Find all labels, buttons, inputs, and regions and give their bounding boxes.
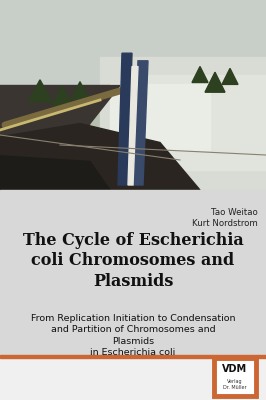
Polygon shape — [0, 86, 120, 190]
Bar — [100, 57, 266, 190]
Text: The Cycle of Escherichia
coli Chromosomes and
Plasmids: The Cycle of Escherichia coli Chromosome… — [23, 232, 243, 290]
Polygon shape — [192, 66, 208, 82]
Bar — [0, 190, 266, 355]
Polygon shape — [222, 68, 238, 84]
Bar — [0, 358, 266, 400]
Polygon shape — [52, 86, 72, 106]
Polygon shape — [133, 61, 148, 185]
Bar — [0, 0, 266, 190]
Text: Verlag
Dr. Müller: Verlag Dr. Müller — [223, 379, 247, 390]
Text: VDM: VDM — [222, 364, 248, 374]
Text: Tao Weitao: Tao Weitao — [211, 208, 258, 217]
Bar — [110, 84, 210, 150]
Text: Kurt Nordstrom: Kurt Nordstrom — [192, 219, 258, 228]
Polygon shape — [0, 124, 200, 190]
Text: From Replication Initiation to Condensation
and Partition of Chromosomes and
Pla: From Replication Initiation to Condensat… — [31, 314, 235, 357]
Polygon shape — [128, 66, 138, 185]
Bar — [120, 75, 266, 170]
Polygon shape — [118, 53, 132, 185]
Polygon shape — [205, 72, 225, 92]
Polygon shape — [71, 82, 89, 100]
Polygon shape — [28, 80, 52, 102]
Polygon shape — [0, 156, 110, 190]
Bar — [0, 86, 266, 190]
FancyBboxPatch shape — [214, 358, 256, 396]
Bar — [0, 355, 266, 358]
